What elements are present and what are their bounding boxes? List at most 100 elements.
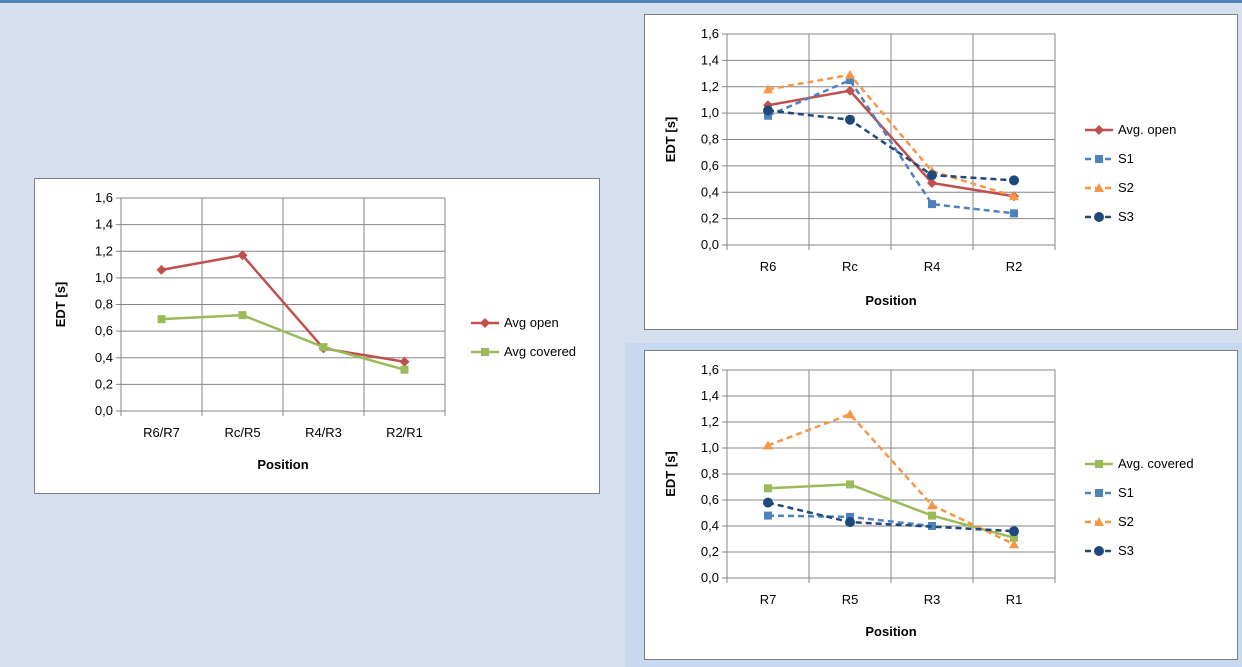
y-tick-label: 1,6 bbox=[95, 190, 113, 205]
y-tick-label: 1,2 bbox=[701, 414, 719, 429]
series-s3 bbox=[763, 105, 1019, 186]
data-point-s2-r3 bbox=[927, 500, 937, 510]
y-tick-label: 1,2 bbox=[95, 243, 113, 258]
y-axis-label: EDT [s] bbox=[663, 451, 678, 497]
data-point-avg-open-r2-r1 bbox=[399, 356, 410, 367]
series-s1 bbox=[764, 76, 1018, 218]
x-tick-label-r1: R1 bbox=[1006, 592, 1023, 607]
y-tick-label: 1,4 bbox=[95, 217, 113, 232]
legend-entry-s2: S2 bbox=[1085, 514, 1134, 529]
gridlines bbox=[722, 33, 1056, 250]
series-line-s2 bbox=[767, 73, 1015, 198]
legend-entry-s3: S3 bbox=[1085, 209, 1134, 224]
data-point-avg-covered-r5 bbox=[846, 480, 854, 489]
x-tick-label-r3: R3 bbox=[924, 592, 941, 607]
data-point-s2-rc bbox=[845, 69, 855, 79]
data-point-s2-r2 bbox=[1009, 191, 1019, 201]
legend-marker bbox=[480, 318, 490, 328]
data-point-s3-r2 bbox=[1009, 175, 1019, 186]
y-tick-label: 0,0 bbox=[95, 403, 113, 418]
legend-marker bbox=[1094, 517, 1104, 526]
y-tick-label: 0,6 bbox=[701, 492, 719, 507]
y-tick-label: 0,6 bbox=[95, 323, 113, 338]
legend-label: S1 bbox=[1118, 151, 1134, 166]
chart-panel-open-sources: 0,0 0,2 0,4 0,6 0,8 1,0 1,2 1,4 1,6 R6 Rc R4 R2 Posit… bbox=[644, 14, 1238, 330]
x-axis-label: Position bbox=[865, 624, 916, 639]
data-point-avg-covered-r4-r3 bbox=[319, 343, 328, 352]
data-point-s1-r5 bbox=[846, 512, 854, 521]
series-line-s2 bbox=[767, 412, 1015, 546]
y-tick-label: 1,4 bbox=[701, 52, 719, 67]
series-avg-covered bbox=[764, 480, 1018, 542]
data-point-avg-covered-r3 bbox=[928, 511, 936, 520]
data-point-s3-r1 bbox=[1009, 526, 1019, 537]
y-axis-label: EDT [s] bbox=[53, 282, 68, 328]
legend-marker bbox=[1094, 125, 1104, 135]
y-tick-label: 1,6 bbox=[701, 362, 719, 377]
data-point-s2-r7 bbox=[763, 440, 773, 450]
data-point-s3-rc bbox=[845, 114, 855, 125]
legend-entry-s3: S3 bbox=[1085, 543, 1134, 558]
x-tick-label-r2: R2 bbox=[1006, 259, 1023, 274]
chart-panel-avg-open-covered: 0,0 0,2 0,4 0,6 0,8 1,0 1,2 1,4 1,6 R6/R7 Rc/R5 R4/… bbox=[34, 178, 600, 494]
data-point-avg-covered-r6-r7 bbox=[157, 315, 166, 324]
x-tick-label-r6-r7: R6/R7 bbox=[143, 425, 180, 440]
data-point-s1-r2 bbox=[1010, 209, 1018, 218]
y-tick-label: 0,8 bbox=[701, 132, 719, 147]
y-tick-label: 0,2 bbox=[701, 211, 719, 226]
data-point-avg-covered-r2-r1 bbox=[400, 365, 409, 374]
x-tick-label-r4-r3: R4/R3 bbox=[305, 425, 342, 440]
y-tick-label: 0,4 bbox=[95, 350, 113, 365]
x-axis-label: Position bbox=[257, 457, 308, 472]
y-tick-label: 0,0 bbox=[701, 570, 719, 585]
data-point-s3-r6 bbox=[763, 105, 773, 116]
data-point-s1-r3 bbox=[928, 522, 936, 530]
x-axis-label: Position bbox=[865, 293, 916, 308]
chart-svg: 0,0 0,2 0,4 0,6 0,8 1,0 1,2 1,4 1,6 R6 Rc R4 R2 Posit… bbox=[663, 26, 1176, 308]
x-tick-label-r6: R6 bbox=[760, 259, 777, 274]
legend-marker bbox=[1094, 546, 1104, 556]
data-point-avg-open-rc bbox=[845, 85, 855, 96]
chart-svg: 0,0 0,2 0,4 0,6 0,8 1,0 1,2 1,4 1,6 R7 R5 R3 R1 Posit… bbox=[663, 362, 1194, 639]
y-tick-label: 1,0 bbox=[701, 440, 719, 455]
legend-label: Avg open bbox=[504, 315, 559, 330]
legend-marker bbox=[1095, 489, 1103, 497]
series-line-avg-covered bbox=[767, 483, 1015, 539]
data-point-s1-r7 bbox=[764, 511, 772, 520]
y-tick-label: 1,0 bbox=[95, 270, 113, 285]
data-point-avg-covered-rc-r5 bbox=[238, 311, 247, 320]
chart-svg: 0,0 0,2 0,4 0,6 0,8 1,0 1,2 1,4 1,6 R6/R7 Rc/R5 R4/… bbox=[53, 190, 576, 472]
y-tick-label: 1,6 bbox=[701, 26, 719, 41]
data-point-s1-rc bbox=[846, 76, 854, 85]
series-s1 bbox=[764, 511, 936, 530]
y-tick-label: 0,4 bbox=[701, 184, 719, 199]
y-tick-label: 0,8 bbox=[95, 297, 113, 312]
x-tick-label-rc: Rc bbox=[842, 259, 858, 274]
data-point-s2-r5 bbox=[845, 409, 855, 419]
legend-label: Avg. covered bbox=[1118, 456, 1194, 471]
gridlines bbox=[116, 197, 446, 416]
data-point-avg-open-r4 bbox=[927, 178, 937, 189]
legend-entry-s2: S2 bbox=[1085, 180, 1134, 195]
data-point-s3-r7 bbox=[763, 497, 773, 508]
legend-entry-s1: S1 bbox=[1085, 151, 1134, 166]
y-tick-label: 0,2 bbox=[701, 544, 719, 559]
data-point-avg-open-r6-r7 bbox=[156, 264, 167, 275]
legend-marker bbox=[481, 348, 489, 356]
y-tick-label: 0,8 bbox=[701, 466, 719, 481]
legend-label: S3 bbox=[1118, 543, 1134, 558]
legend-marker bbox=[1095, 155, 1103, 163]
legend-entry-avg-open: Avg. open bbox=[1085, 122, 1176, 137]
y-tick-label: 0,4 bbox=[701, 518, 719, 533]
series-line-avg-open bbox=[161, 253, 405, 363]
x-tick-label-r7: R7 bbox=[760, 592, 777, 607]
y-tick-label: 0,0 bbox=[701, 237, 719, 252]
legend-entry-avg-open: Avg open bbox=[471, 315, 559, 330]
data-point-s2-r6 bbox=[763, 84, 773, 94]
x-tick-label-r5: R5 bbox=[842, 592, 859, 607]
data-point-s3-r4 bbox=[927, 170, 937, 181]
legend-label: S2 bbox=[1118, 180, 1134, 195]
series-line-avg-covered bbox=[161, 313, 405, 371]
legend-entry-avg-covered: Avg. covered bbox=[1085, 456, 1194, 471]
x-tick-label-r2-r1: R2/R1 bbox=[386, 425, 423, 440]
